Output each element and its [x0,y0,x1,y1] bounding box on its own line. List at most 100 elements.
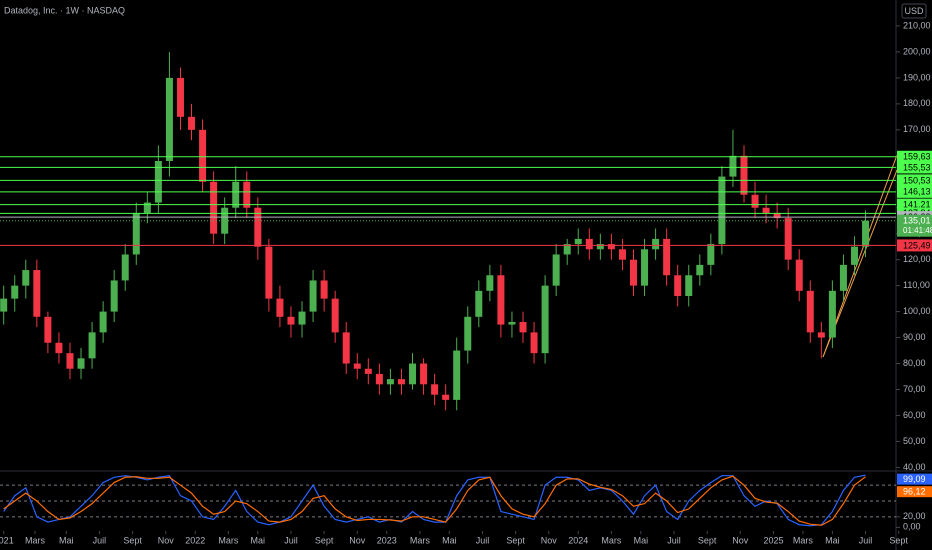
x-tick-label: Nov [158,535,175,545]
candle-body [210,181,218,234]
candle-body [442,394,450,400]
x-tick-label: Mai [442,535,457,545]
candle-body [33,270,41,317]
candle-body [696,264,704,276]
level-label: 155,53 [903,162,931,172]
candle-body [839,264,847,291]
candle-body [585,238,593,250]
candle-body [254,207,262,247]
candle-body [199,129,207,182]
oscillator-line [3,474,866,527]
level-label: 141,21 [903,199,931,209]
candle-body [607,244,615,250]
candle-body [232,181,240,208]
level-label: 150,53 [903,175,931,185]
candle-body [22,270,30,286]
candles [0,51,870,411]
candle-body [862,220,870,247]
candle-body [563,244,571,255]
candle-body [409,363,417,385]
candle-body [243,181,251,208]
candle-body [850,246,858,265]
x-tick-label: Nov [541,535,558,545]
x-tick-label: Sept [123,535,142,545]
candle-body [773,212,781,219]
candle-body [143,202,151,213]
x-tick-label: Mai [634,535,649,545]
candle-body [420,363,428,385]
y-tick-label: 100,00 [903,306,931,316]
candle-body [88,332,96,359]
candle-body [740,155,748,195]
last-price-label: 135,01 [903,216,931,226]
candle-body [287,316,295,325]
y-tick-label: 20,00 [903,511,926,521]
candle-body [497,275,505,325]
candle-body [806,290,814,333]
x-tick-label: Juil [859,535,873,545]
candle-body [762,207,770,213]
candle-body [364,368,372,374]
candle-body [784,218,792,260]
y-tick-label: 80,00 [903,358,926,368]
candle-body [176,77,184,117]
candle-body [188,116,196,130]
level-label-box [897,161,932,174]
level-label-box [897,174,932,187]
candle-body [817,332,825,338]
candle-body [718,176,726,245]
level-label-box [897,150,932,163]
candle-body [320,280,328,299]
level-label: 146,13 [903,187,931,197]
candle-body [353,363,361,369]
countdown: 01:41:48 [903,226,932,235]
candle-body [132,212,140,255]
x-tick-label: Sept [315,535,334,545]
y-tick-label: 170,00 [903,124,931,134]
candle-body [652,238,660,250]
candle-body [0,298,8,312]
candle-body [431,384,439,395]
y-tick-label: 0,00 [903,522,921,532]
candle-body [541,285,549,354]
x-tick-label: Mai [825,535,840,545]
candle-body [110,280,118,312]
candle-body [66,353,74,369]
oscillator-label: 96,12 [903,487,926,497]
x-tick-label: Juil [667,535,681,545]
candle-body [707,244,715,265]
x-tick-label: Mars [410,535,430,545]
candle-body [795,259,803,291]
candle-body [221,207,229,234]
level-label: 159,63 [903,152,931,162]
candle-body [375,373,383,385]
x-tick-label: Mars [218,535,238,545]
candle-body [99,311,107,333]
x-tick-label: Sept [889,535,908,545]
candle-body [828,290,836,338]
candle-body [165,77,173,161]
y-tick-label: 200,00 [903,46,931,56]
candle-body [154,160,162,203]
candle-body [596,244,604,250]
candle-body [663,238,671,276]
x-tick-label: Sept [698,535,717,545]
y-tick-label: 40,00 [903,462,926,472]
y-tick-label: 60,00 [903,410,926,420]
x-tick-label: 2023 [377,535,397,545]
level-label-box [897,239,932,252]
y-tick-label: 210,00 [903,20,931,30]
candle-body [685,275,693,297]
candle-body [298,311,306,325]
x-tick-label: Mars [601,535,621,545]
x-tick-label: Nov [349,535,366,545]
x-tick-label: 2024 [568,535,588,545]
candle-body [475,290,483,317]
x-tick-label: Mars [25,535,45,545]
currency-box[interactable] [901,3,927,19]
oscillator-line [3,475,866,526]
oscillator-label-box [897,486,932,498]
level-label: 125,49 [903,240,931,250]
